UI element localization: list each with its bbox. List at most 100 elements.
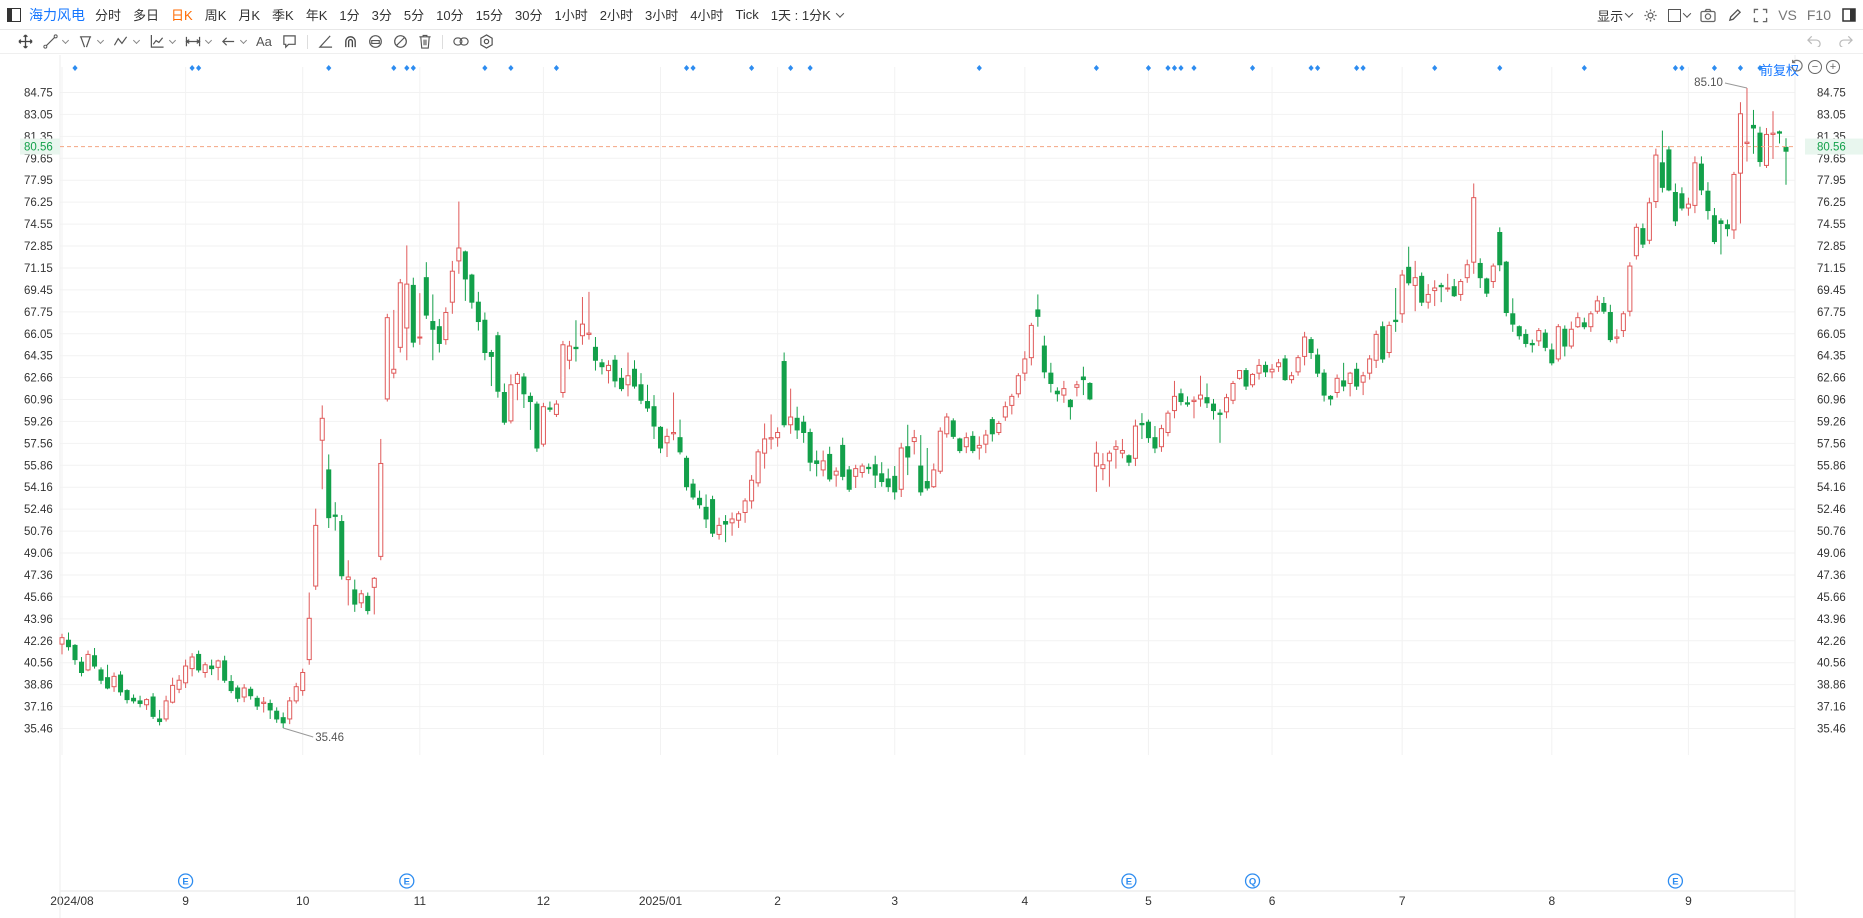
fullscreen-icon[interactable]	[1752, 7, 1768, 23]
move-icon[interactable]	[18, 34, 33, 49]
candle-body	[1145, 421, 1151, 439]
pen-icon[interactable]	[1726, 7, 1742, 23]
y-tick-label-right: 45.66	[1817, 592, 1846, 604]
layout-menu[interactable]	[1668, 8, 1692, 22]
f10-button[interactable]: F10	[1806, 7, 1831, 23]
period-tab[interactable]: 分时	[95, 8, 122, 23]
period-tab[interactable]: 5分	[403, 8, 425, 23]
period-selector[interactable]: 1天 : 1分K	[771, 5, 845, 24]
candle-body	[736, 513, 742, 521]
period-tab[interactable]: 1小时	[554, 8, 588, 23]
period-tab[interactable]: 30分	[515, 8, 543, 23]
arrow-icon[interactable]	[221, 34, 248, 49]
candle-body	[755, 451, 761, 484]
sidebar-toggle-icon[interactable]	[7, 7, 21, 22]
candle-body	[1204, 397, 1210, 404]
period-tab[interactable]: 季K	[272, 8, 294, 23]
settings-icon[interactable]	[479, 34, 494, 49]
period-tab[interactable]: 月K	[238, 8, 261, 23]
period-tab[interactable]: Tick	[735, 7, 759, 22]
event-badge-label: E	[182, 877, 188, 888]
stock-name[interactable]: 海力风电	[29, 6, 85, 23]
layout-square-icon	[1668, 8, 1682, 22]
y-tick-label-right: 59.26	[1817, 416, 1846, 428]
period-tab[interactable]: 3分	[371, 8, 392, 23]
period-tab[interactable]: 15分	[475, 8, 504, 23]
period-tab[interactable]: 年K	[305, 8, 328, 23]
candle-body	[1074, 384, 1080, 388]
candle-body	[1757, 132, 1763, 163]
candle-body	[1770, 132, 1776, 135]
zoom-in-icon[interactable]: +	[1826, 60, 1840, 74]
channel-icon[interactable]	[78, 34, 105, 49]
polyline-icon[interactable]	[113, 34, 141, 49]
display-menu[interactable]: 显示	[1597, 6, 1634, 25]
candle-body	[1113, 446, 1119, 450]
camera-icon[interactable]	[1700, 7, 1716, 23]
period-tab[interactable]: 4小时	[690, 8, 724, 23]
candle-body	[267, 702, 273, 711]
period-tab[interactable]: 多日	[133, 8, 160, 23]
period-tab[interactable]: 10分	[436, 8, 464, 23]
candle-body	[1380, 326, 1386, 360]
pattern-icon[interactable]	[149, 34, 177, 49]
candle-body	[209, 665, 215, 670]
zoom-out-icon[interactable]: −	[1808, 60, 1822, 74]
magnet-icon[interactable]	[343, 34, 358, 49]
lock-icon[interactable]	[368, 34, 383, 49]
candle-body	[1516, 326, 1522, 337]
adjust-button[interactable]: 前复权	[1760, 63, 1800, 78]
candle-body	[1503, 261, 1509, 313]
current-price-label-left: 80.56	[24, 142, 53, 154]
candle-body	[989, 419, 995, 435]
undo-icon[interactable]	[1807, 34, 1822, 50]
dividend-marker-icon	[482, 65, 488, 71]
line-icon[interactable]	[43, 34, 70, 49]
candle-body	[508, 384, 514, 422]
delete-icon[interactable]	[418, 34, 432, 49]
period-tab[interactable]: 日K	[171, 8, 193, 23]
vs-button[interactable]: VS	[1778, 7, 1797, 23]
candle-body	[1360, 375, 1366, 383]
candle-body	[1256, 364, 1262, 374]
candle-body	[1549, 349, 1555, 364]
dividend-marker-icon	[508, 65, 514, 71]
panel-toggle-icon[interactable]	[1841, 7, 1857, 23]
link-icon[interactable]	[453, 34, 469, 49]
measure-icon[interactable]	[185, 34, 213, 49]
candle-body	[449, 270, 455, 303]
period-tab[interactable]: 周K	[204, 8, 227, 23]
candle-body	[1646, 202, 1652, 241]
kline-chart[interactable]: 84.75 84.75 83.05 83.05 81.35 81.35 79.65 79.65…	[0, 55, 1863, 918]
candle-body	[631, 368, 638, 387]
x-tick-label: 11	[414, 894, 427, 908]
y-tick-label-right: 60.96	[1817, 394, 1846, 406]
candle-body	[1581, 322, 1587, 328]
candle-body	[781, 361, 787, 426]
text-icon[interactable]: Aa	[256, 34, 272, 49]
candle-body	[937, 430, 943, 472]
candle-body	[690, 483, 696, 498]
candle-body	[651, 406, 657, 427]
hide-icon[interactable]	[393, 34, 408, 49]
candle-body	[248, 688, 254, 697]
candle-body	[820, 460, 826, 471]
candle-body	[235, 687, 241, 699]
angle-icon[interactable]	[318, 34, 333, 49]
period-tab[interactable]: 3小时	[644, 8, 679, 23]
candle-body	[157, 718, 163, 723]
period-tab[interactable]: 1分	[339, 8, 360, 23]
candle-body	[1289, 375, 1295, 381]
candle-body	[1412, 277, 1418, 286]
candle-body	[1620, 313, 1626, 332]
y-tick-label-right: 55.86	[1817, 460, 1846, 472]
candle-body	[391, 368, 397, 374]
candle-body	[605, 364, 611, 372]
comment-icon[interactable]	[282, 34, 297, 49]
redo-icon[interactable]	[1838, 34, 1853, 50]
candle-body	[482, 319, 488, 354]
settings-icon[interactable]	[1642, 7, 1658, 23]
period-tab[interactable]: 2小时	[599, 8, 633, 23]
candle-body	[163, 700, 169, 720]
